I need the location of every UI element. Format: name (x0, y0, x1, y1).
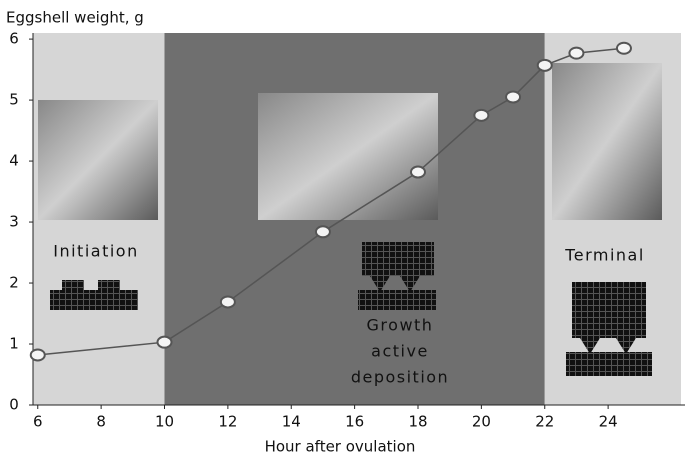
data-point (536, 58, 553, 72)
data-point (29, 348, 46, 362)
x-tick-label: 24 (599, 413, 618, 431)
y-tick-label: 1 (9, 335, 19, 353)
y-tick-label: 5 (9, 91, 19, 109)
x-tick-label: 6 (33, 413, 43, 431)
data-point (568, 46, 585, 60)
data-point (505, 90, 522, 104)
x-tick-label: 16 (345, 413, 364, 431)
y-tick-label: 3 (9, 213, 19, 231)
x-axis-title: Hour after ovulation (265, 438, 416, 456)
phase-label: deposition (351, 368, 449, 387)
data-point (473, 108, 490, 122)
x-tick-label: 8 (96, 413, 106, 431)
y-axis-title: Eggshell weight, g (6, 9, 144, 27)
x-tick-label: 10 (155, 413, 174, 431)
series-line (37, 47, 625, 356)
y-tick-label: 0 (9, 396, 19, 414)
data-point (219, 295, 236, 309)
x-tick-label: 18 (408, 413, 427, 431)
phase-label: Terminal (564, 246, 645, 265)
micrograph (38, 100, 158, 220)
x-tick-label: 14 (282, 413, 301, 431)
x-tick-label: 12 (218, 413, 237, 431)
phase-label: Initiation (53, 242, 138, 261)
micrograph (258, 93, 438, 220)
y-tick-label: 6 (9, 30, 19, 48)
illustrations (38, 63, 662, 376)
x-tick-label: 22 (535, 413, 554, 431)
data-point (156, 335, 173, 349)
y-tick-label: 4 (9, 152, 19, 170)
micrograph (552, 63, 662, 220)
phase-label: active (371, 342, 429, 361)
data-point (615, 41, 632, 55)
data-point (314, 225, 331, 239)
data-point (409, 165, 426, 179)
phase-label: Growth (367, 316, 434, 335)
y-tick-label: 2 (9, 274, 19, 292)
crystal-icon (50, 242, 652, 376)
x-tick-label: 20 (472, 413, 491, 431)
